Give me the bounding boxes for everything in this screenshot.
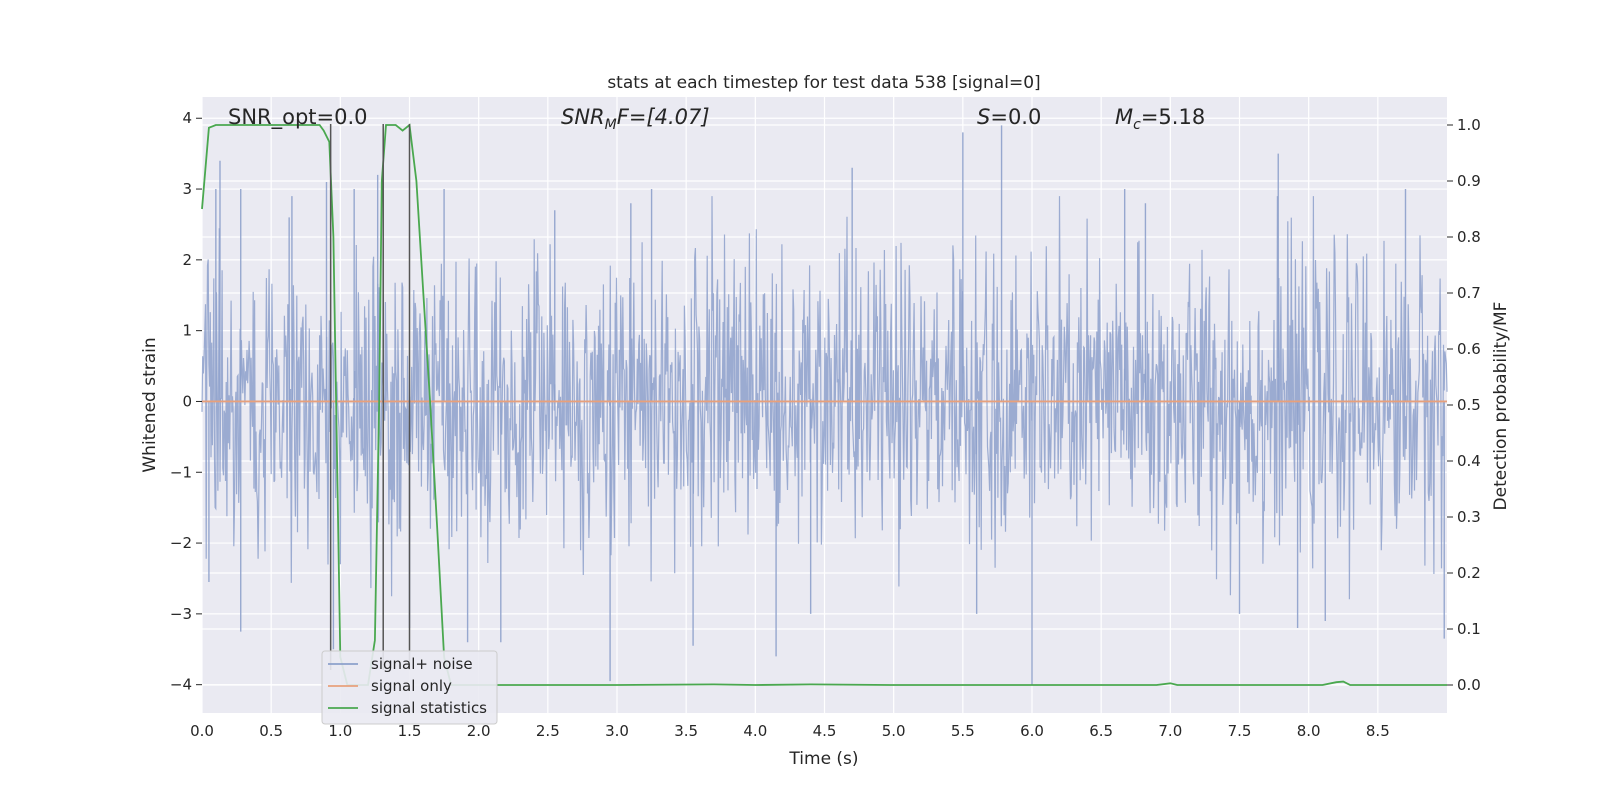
y-right-tick-label: 0.8 [1457, 228, 1481, 246]
chart-title: stats at each timestep for test data 538… [607, 73, 1040, 93]
annotation-s-rest: =0.0 [990, 105, 1041, 129]
annotation-s-main: S [977, 105, 990, 129]
y-tick-label: −2 [170, 534, 192, 552]
annotation-mc: Mc=5.18 [1115, 105, 1205, 133]
y-right-tick-label: 0.6 [1457, 340, 1481, 358]
x-tick-label: 1.5 [398, 722, 422, 740]
vertical-markers [329, 124, 411, 670]
y-axis-label: Whitened strain [140, 337, 160, 472]
y-tick-label: 2 [182, 251, 192, 269]
x-axis-label: Time (s) [788, 749, 858, 769]
y-right-tick-label: 0.7 [1457, 284, 1481, 302]
y-right-tick-label: 0.5 [1457, 396, 1481, 414]
y-tick-label: 0 [182, 392, 192, 410]
legend-label-signal-noise: signal+ noise [371, 655, 473, 673]
x-tick-label: 5.5 [951, 722, 975, 740]
y-tick-label: −4 [170, 676, 192, 694]
y-right-tick-label: 0.9 [1457, 172, 1481, 190]
x-tick-label: 3.5 [674, 722, 698, 740]
signal-statistics-line [201, 123, 1447, 686]
x-tick-label: 5.0 [882, 722, 906, 740]
legend-label-signal-statistics: signal statistics [371, 699, 487, 717]
y-tick-label: 3 [182, 180, 192, 198]
annotation-mc-rest: =5.18 [1141, 105, 1205, 129]
x-tick-label: 7.5 [1228, 722, 1252, 740]
annotation-mc-sub: c [1133, 117, 1141, 133]
y-tick-label: −1 [170, 463, 192, 481]
annotation-s: S=0.0 [977, 105, 1041, 129]
annotation-snr-mf: SNRMF=[4.07] [561, 105, 710, 133]
x-tick-label: 4.0 [743, 722, 767, 740]
y-right-tick-labels: 1.0 0.9 0.8 0.7 0.6 0.5 0.4 0.3 0.2 0.1 0.0 [1447, 116, 1481, 694]
y-right-tick-label: 0.2 [1457, 564, 1481, 582]
annotation-snr-mf-rest: F=[4.07] [617, 105, 710, 129]
x-tick-label: 8.0 [1297, 722, 1321, 740]
x-tick-labels: 0.0 0.5 1.0 1.5 2.0 2.5 3.0 3.5 4.0 4.5 5.0 5.5 6.0 6… [190, 722, 1390, 740]
signal-statistics-series [201, 123, 1447, 686]
x-tick-label: 8.5 [1366, 722, 1390, 740]
y-tick-label: 4 [182, 109, 192, 127]
y-right-tick-label: 0.0 [1457, 676, 1481, 694]
x-tick-label: 3.0 [605, 722, 629, 740]
x-tick-label: 6.5 [1089, 722, 1113, 740]
x-tick-label: 7.0 [1158, 722, 1182, 740]
y-right-axis-label: Detection probability/MF [1491, 302, 1511, 511]
annotation-snr-mf-main: SNR [561, 105, 605, 129]
annotation-snr-mf-sub: M [605, 117, 617, 133]
legend-box [321, 650, 498, 725]
x-tick-label: 0.5 [259, 722, 283, 740]
x-tick-label: 1.0 [328, 722, 352, 740]
y-right-tick-label: 0.1 [1457, 620, 1481, 638]
y-right-tick-label: 0.4 [1457, 452, 1481, 470]
x-tick-label: 4.5 [813, 722, 837, 740]
x-tick-label: 6.0 [1020, 722, 1044, 740]
legend: signal+ noise signal only signal statist… [321, 650, 498, 725]
y-tick-labels: 4 3 2 1 0 −1 −2 −3 −4 [170, 109, 202, 694]
y-tick-label: 1 [182, 322, 192, 340]
x-tick-label: 2.0 [467, 722, 491, 740]
y-right-tick-label: 1.0 [1457, 116, 1481, 134]
annotation-snr-opt: SNR_opt=0.0 [228, 105, 368, 130]
annotation-mc-main: M [1115, 105, 1133, 129]
x-tick-label: 0.0 [190, 722, 214, 740]
legend-label-signal-only: signal only [371, 677, 452, 695]
x-tick-label: 2.5 [536, 722, 560, 740]
y-tick-label: −3 [170, 605, 192, 623]
y-right-tick-label: 0.3 [1457, 508, 1481, 526]
